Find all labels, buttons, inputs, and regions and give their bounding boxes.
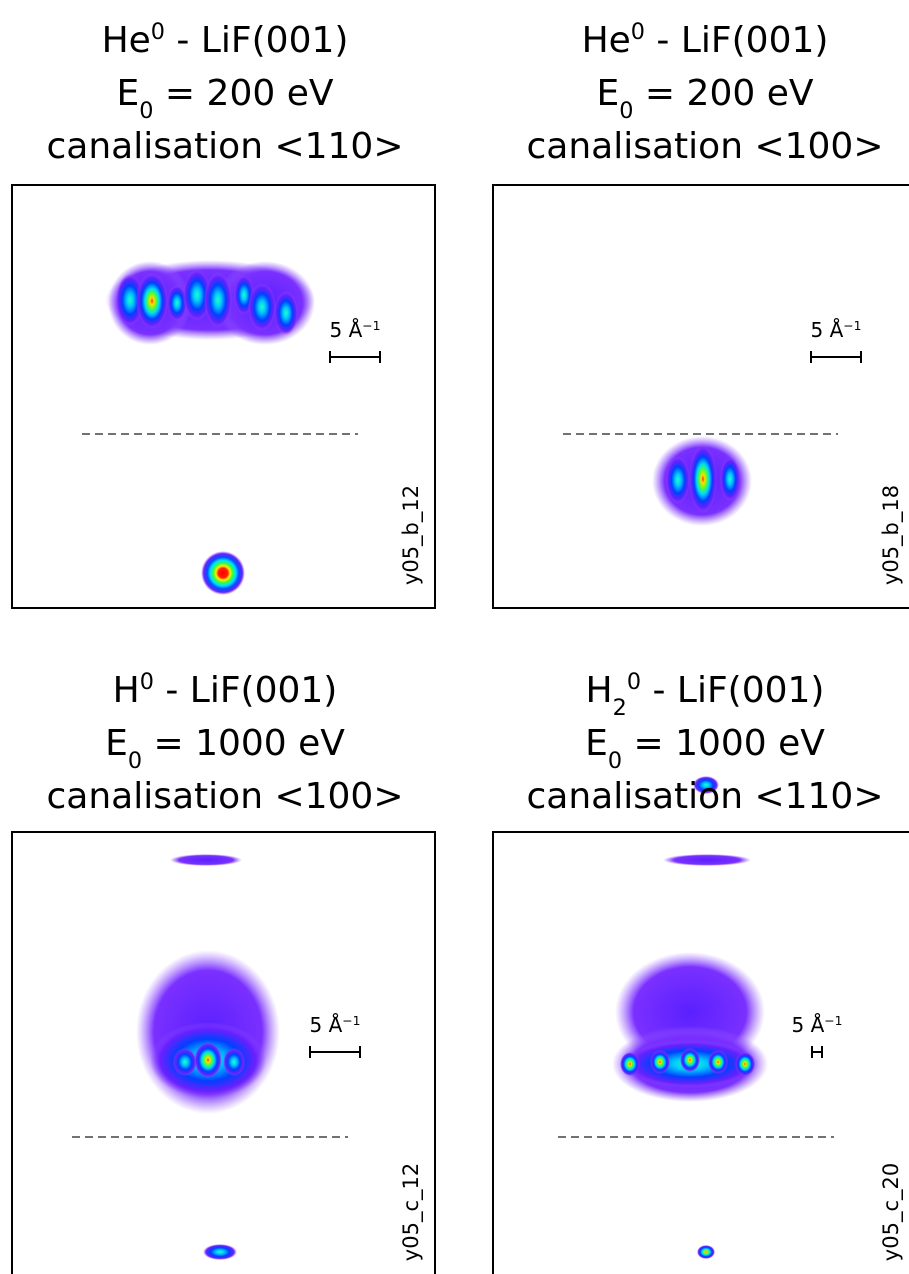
text-run: = 1000 eV — [142, 723, 345, 764]
panel-title-line: H0 - LiF(001) — [113, 669, 338, 711]
intensity-spot — [650, 1050, 670, 1074]
intensity-spot — [204, 272, 232, 328]
image-frame — [492, 184, 909, 609]
image-id: y05_c_12 — [399, 1163, 424, 1261]
intensity-spot — [663, 854, 751, 866]
script-sup: 0 — [140, 669, 154, 695]
intensity-spot — [173, 1048, 197, 1076]
text-run: E — [105, 723, 128, 764]
intensity-spot — [201, 551, 245, 595]
intensity-spot — [689, 445, 717, 513]
intensity-spot — [223, 1048, 245, 1076]
script-sub: 0 — [608, 748, 622, 774]
intensity-spot — [693, 776, 719, 794]
text-run: H — [113, 670, 140, 711]
scale-bar — [309, 1046, 361, 1058]
intensity-spot — [183, 269, 211, 321]
script-sub: 0 — [139, 98, 153, 124]
text-run: He — [102, 20, 151, 61]
text-run: = 200 eV — [633, 73, 813, 114]
panel-title-line: E0 = 200 eV — [117, 73, 334, 124]
text-run: = 1000 eV — [622, 723, 825, 764]
intensity-spot — [170, 854, 242, 866]
intensity-spot — [666, 456, 690, 504]
text-run: = 200 eV — [153, 73, 333, 114]
text-run: 5 Å — [329, 318, 362, 342]
panel-title-line: E0 = 1000 eV — [105, 723, 345, 774]
text-run: 5 Å — [309, 1013, 342, 1037]
text-run: E — [117, 73, 140, 114]
detector-image — [612, 854, 768, 1259]
text-run: canalisation <110> — [527, 776, 884, 817]
panel-title-line: canalisation <110> — [47, 126, 404, 167]
image-id: y05_b_12 — [399, 485, 424, 585]
script-sup: 0 — [631, 19, 645, 45]
detector-image — [136, 854, 280, 1260]
text-run: - LiF(001) — [165, 20, 348, 61]
detector-image — [105, 260, 315, 595]
text-run: E — [597, 73, 620, 114]
text-run: H — [586, 670, 613, 711]
text-run: 5 Å — [810, 318, 843, 342]
panel-title-line: E0 = 1000 eV — [585, 723, 825, 774]
intensity-spot — [620, 1052, 640, 1076]
text-run: canalisation <110> — [47, 126, 404, 167]
script-sup: 0 — [151, 19, 165, 45]
text-run: 5 Å — [791, 1013, 824, 1037]
intensity-spot — [708, 1050, 728, 1074]
script-sup: −1 — [342, 1013, 360, 1028]
panel-title-line: He0 - LiF(001) — [582, 19, 829, 61]
script-sub: 2 — [613, 695, 627, 721]
intensity-spot — [194, 1042, 222, 1078]
script-sub: 0 — [128, 748, 142, 774]
detector-image — [652, 436, 752, 794]
panel-title-line: H20 - LiF(001) — [586, 669, 825, 721]
text-run: - LiF(001) — [645, 20, 828, 61]
panel-title-line: He0 - LiF(001) — [102, 19, 349, 61]
text-run: E — [585, 723, 608, 764]
intensity-spot — [136, 273, 168, 329]
intensity-spot — [720, 457, 740, 501]
image-id: y05_b_18 — [879, 485, 904, 585]
script-sub: 0 — [619, 98, 633, 124]
scale-bar — [810, 351, 862, 363]
script-sup: −1 — [362, 318, 380, 333]
text-run: - LiF(001) — [641, 670, 824, 711]
intensity-spot — [248, 283, 276, 331]
intensity-spot — [116, 274, 144, 326]
intensity-spot — [274, 291, 298, 335]
panel-title-line: canalisation <110> — [527, 776, 884, 817]
intensity-spot — [697, 1245, 715, 1259]
image-frame — [11, 184, 436, 609]
image-id: y05_c_20 — [879, 1163, 904, 1261]
script-sup: −1 — [824, 1013, 842, 1028]
scale-label: 5 Å−1 — [810, 318, 861, 343]
text-run: He — [582, 20, 631, 61]
intensity-spot — [680, 1048, 700, 1072]
scale-bar — [811, 1046, 823, 1058]
text-run: canalisation <100> — [527, 126, 884, 167]
intensity-spot — [203, 1244, 237, 1260]
scale-label: 5 Å−1 — [329, 318, 380, 343]
script-sup: −1 — [843, 318, 861, 333]
text-run: - LiF(001) — [154, 670, 337, 711]
text-run: canalisation <100> — [47, 776, 404, 817]
panel-title-line: canalisation <100> — [527, 126, 884, 167]
intensity-spot — [735, 1052, 755, 1076]
scale-bar — [329, 351, 381, 363]
panel-title-line: E0 = 200 eV — [597, 73, 814, 124]
script-sup: 0 — [627, 669, 641, 695]
intensity-spot — [167, 285, 187, 321]
panel-title-line: canalisation <100> — [47, 776, 404, 817]
scale-label: 5 Å−1 — [309, 1013, 360, 1038]
scale-label: 5 Å−1 — [791, 1013, 842, 1038]
